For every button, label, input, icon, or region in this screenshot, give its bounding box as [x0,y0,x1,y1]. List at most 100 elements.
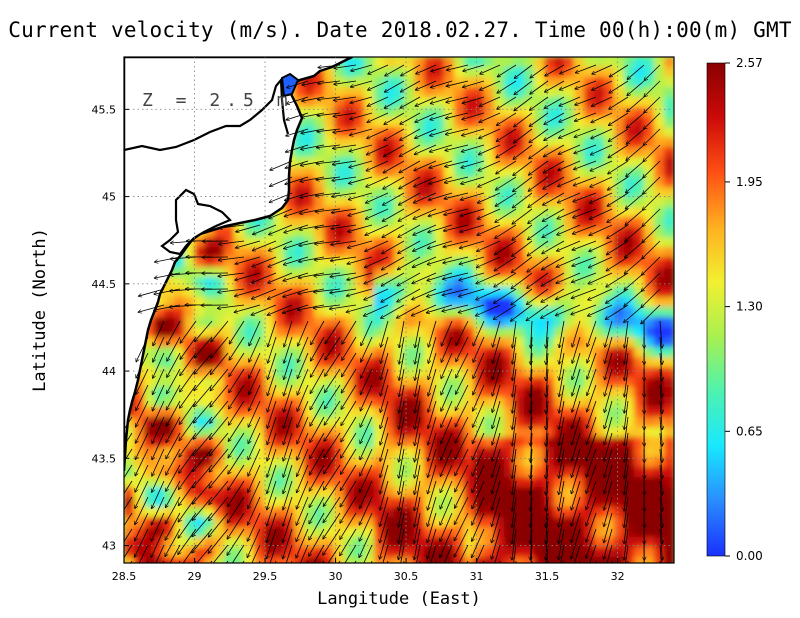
velocity-arrow [310,384,325,410]
velocity-arrow [511,256,533,273]
velocity-arrow [546,432,549,462]
velocity-arrow [135,416,149,443]
velocity-arrow [284,368,293,396]
velocity-arrow [153,352,165,378]
velocity-arrow [659,416,662,446]
velocity-arrow [248,432,261,460]
velocity-arrow [298,256,325,262]
velocity-arrow [477,208,501,219]
velocity-arrow [300,192,325,198]
velocity-arrow [249,320,261,346]
velocity-arrow [494,256,517,271]
velocity-arrow [152,416,165,444]
velocity-arrow [458,544,469,563]
velocity-arrow [313,304,341,308]
velocity-arrow [604,400,613,429]
velocity-arrow [591,128,613,139]
velocity-arrow [248,416,261,444]
velocity-arrow [287,80,309,88]
velocity-arrow [323,464,341,490]
velocity-arrow [606,288,629,303]
velocity-arrow [454,496,469,525]
velocity-arrow [235,240,261,248]
velocity-arrow [429,176,453,184]
velocity-arrow [586,464,597,493]
velocity-arrow [546,496,549,528]
velocity-arrow [283,512,293,543]
velocity-arrow [155,544,165,563]
velocity-arrow [455,448,469,476]
velocity-arrow [167,352,181,377]
velocity-arrow [325,368,341,393]
velocity-arrow [135,432,149,460]
velocity-arrow [479,96,501,106]
velocity-arrow [333,112,357,116]
velocity-arrow [431,64,453,71]
velocity-arrow [441,400,453,427]
velocity-arrow [626,128,645,144]
velocity-arrow [492,336,501,363]
velocity-arrow [218,272,245,276]
velocity-arrow [428,192,453,200]
velocity-arrow [543,176,565,189]
velocity-arrow [659,320,662,348]
velocity-arrow [360,432,373,460]
velocity-arrow [473,336,485,362]
velocity-arrow [297,416,309,444]
velocity-arrow [194,368,213,391]
velocity-arrow [314,288,341,292]
velocity-arrow [270,160,293,170]
velocity-arrow [456,320,469,345]
velocity-arrow [350,96,373,103]
velocity-arrow [193,400,213,423]
velocity-arrow [494,240,517,255]
velocity-arrow [360,416,373,444]
velocity-arrow [587,352,597,379]
velocity-arrow [428,416,437,445]
velocity-arrow [558,176,581,187]
velocity-arrow [212,544,229,563]
velocity-arrow [381,256,405,270]
y-tick-label: 43 [102,540,116,553]
velocity-arrow [604,368,613,396]
velocity-arrow [314,256,341,260]
velocity-arrow [151,480,165,509]
velocity-arrow [641,272,661,291]
velocity-arrow [284,240,309,249]
velocity-arrow [317,128,341,132]
velocity-arrow [512,480,517,511]
velocity-arrow [286,96,309,104]
velocity-arrow [512,352,517,381]
velocity-arrow [194,320,213,342]
velocity-arrow [530,512,532,544]
velocity-arrow [530,480,532,511]
velocity-arrow [586,512,597,542]
velocity-arrow [138,304,165,312]
velocity-arrow [229,368,245,393]
velocity-arrow [573,192,597,202]
velocity-arrow [455,368,469,394]
velocity-arrow [559,448,565,478]
velocity-arrow [492,448,501,478]
velocity-arrow [441,384,453,411]
velocity-arrow [626,112,645,128]
velocity-arrow [530,464,532,495]
plot-frame [123,56,675,564]
velocity-arrow [399,336,405,364]
velocity-arrow [513,160,533,176]
velocity-arrow [591,112,613,123]
velocity-arrow [349,128,373,135]
velocity-arrow [643,128,661,145]
velocity-arrow [642,224,661,243]
velocity-arrow [574,160,597,170]
velocity-arrow [644,96,661,113]
velocity-arrow [477,240,501,251]
velocity-arrow [476,288,501,300]
velocity-arrow [589,208,613,219]
velocity-arrow [624,496,629,527]
x-axis-ticks: 28.5 29 29.5 30 30.5 31 31.5 32 [112,558,625,583]
velocity-arrow [169,544,181,563]
velocity-arrow [478,160,501,171]
velocity-arrow [219,240,245,244]
velocity-arrow [624,384,629,413]
